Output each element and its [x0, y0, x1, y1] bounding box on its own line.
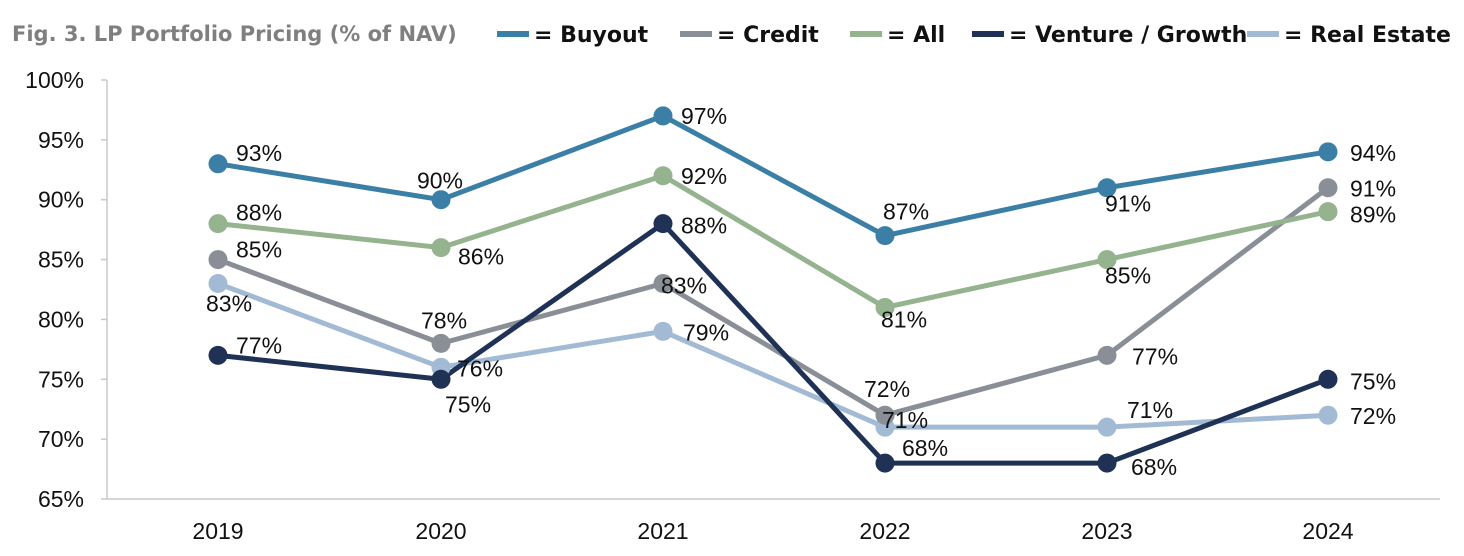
legend-label: = All [887, 23, 945, 48]
data-point-buyout [1097, 178, 1117, 198]
data-label-real-estate: 71% [1127, 397, 1173, 423]
data-label-venture-growth: 68% [1131, 454, 1177, 480]
data-point-credit [1097, 345, 1117, 365]
data-point-venture-growth [1097, 453, 1117, 473]
chart-title: Fig. 3. LP Portfolio Pricing (% of NAV) [12, 22, 457, 46]
data-label-venture-growth: 68% [902, 435, 948, 461]
data-label-real-estate: 83% [206, 291, 252, 317]
data-point-credit [653, 274, 673, 294]
data-point-credit [431, 333, 451, 353]
data-label-credit: 78% [421, 307, 467, 333]
legend-label: = Venture / Growth [1009, 23, 1247, 48]
data-point-credit [208, 250, 228, 270]
x-tick-label: 2019 [192, 518, 243, 544]
data-point-venture-growth [431, 369, 451, 389]
x-tick-label: 2023 [1081, 518, 1132, 544]
data-label-credit: 91% [1350, 176, 1396, 202]
data-label-venture-growth: 75% [445, 391, 491, 417]
data-label-buyout: 94% [1350, 140, 1396, 166]
series-line-buyout [217, 113, 1329, 239]
series-lines [217, 113, 1330, 466]
data-point-credit [875, 405, 895, 425]
series-line-venture-growth [217, 221, 1329, 466]
data-point-all [1097, 250, 1117, 270]
data-point-real-estate [1318, 405, 1338, 425]
data-label-real-estate: 71% [882, 407, 928, 433]
series-points [208, 106, 1338, 473]
data-label-real-estate: 72% [1350, 403, 1396, 429]
data-point-buyout [875, 226, 895, 246]
data-point-all [208, 214, 228, 234]
data-point-all [1318, 202, 1338, 222]
data-labels: 83% 76% 79% 71% 71% 72% 85% 78% 83% 72% 77% 91% 77% 7… [206, 103, 1396, 480]
data-label-credit: 85% [236, 237, 282, 263]
data-label-real-estate: 76% [457, 355, 503, 381]
data-point-credit [1318, 178, 1338, 198]
data-label-buyout: 93% [236, 140, 282, 166]
y-tick-label: 85% [38, 247, 84, 273]
legend-label: = Buyout [534, 23, 649, 48]
series-line-credit [217, 185, 1330, 418]
data-label-real-estate: 79% [683, 319, 729, 345]
y-tick-label: 90% [38, 187, 84, 213]
series-line-all [217, 173, 1329, 310]
data-label-all: 81% [881, 306, 927, 332]
data-label-credit: 77% [1132, 343, 1178, 369]
data-label-buyout: 87% [883, 199, 929, 225]
data-point-buyout [208, 154, 228, 174]
data-label-buyout: 97% [681, 103, 727, 129]
data-point-real-estate [653, 321, 673, 341]
data-label-credit: 83% [661, 273, 707, 299]
legend-label: = Real Estate [1284, 23, 1451, 48]
data-point-buyout [1318, 142, 1338, 162]
data-point-all [431, 238, 451, 258]
data-point-all [875, 297, 895, 317]
data-label-buyout: 91% [1105, 191, 1151, 217]
data-label-venture-growth: 77% [236, 332, 282, 358]
y-tick-label: 100% [25, 67, 84, 93]
legend-item: = Buyout [497, 23, 649, 48]
data-label-all: 89% [1350, 202, 1396, 228]
data-label-all: 92% [681, 163, 727, 189]
y-tick-label: 75% [38, 366, 84, 392]
x-axis: 2019 2020 2021 2022 2023 2024 [107, 498, 1440, 544]
y-tick-label: 65% [38, 486, 84, 512]
x-tick-label: 2020 [415, 518, 466, 544]
data-label-venture-growth: 75% [1350, 368, 1396, 394]
data-label-all: 88% [236, 200, 282, 226]
y-axis: 65% 70% 75% 80% 85% 90% 95% 100% [25, 67, 108, 512]
x-tick-label: 2024 [1302, 518, 1353, 544]
data-label-credit: 72% [864, 376, 910, 402]
data-label-venture-growth: 88% [681, 213, 727, 239]
data-label-buyout: 90% [417, 168, 463, 194]
x-tick-label: 2021 [637, 518, 688, 544]
y-tick-label: 70% [38, 426, 84, 452]
legend-item: = Real Estate [1247, 23, 1451, 48]
legend-item: = All [850, 23, 945, 48]
data-label-all: 86% [458, 244, 504, 270]
legend: = Buyout = Credit = All = Venture / Growth =… [497, 23, 1451, 48]
data-point-venture-growth [208, 345, 228, 365]
data-point-venture-growth [1318, 369, 1338, 389]
series-line-real-estate [217, 281, 1329, 430]
y-tick-label: 95% [38, 127, 84, 153]
data-point-venture-growth [653, 214, 673, 234]
x-tick-label: 2022 [859, 518, 910, 544]
legend-label: = Credit [717, 23, 819, 48]
data-point-buyout [431, 190, 451, 210]
legend-item: = Credit [680, 23, 819, 48]
legend-item: = Venture / Growth [972, 23, 1247, 48]
data-point-buyout [653, 106, 673, 126]
y-tick-label: 80% [38, 306, 84, 332]
data-point-real-estate [1097, 417, 1117, 437]
data-point-real-estate [208, 274, 228, 294]
data-point-venture-growth [875, 453, 895, 473]
data-point-all [653, 166, 673, 186]
data-label-all: 85% [1105, 263, 1151, 289]
